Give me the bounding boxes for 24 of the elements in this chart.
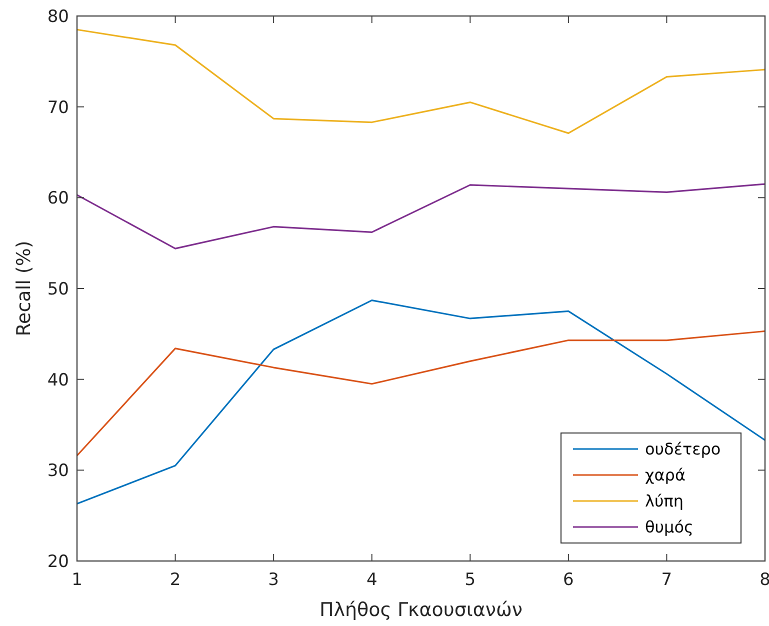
x-tick-label: 8 (760, 570, 769, 590)
y-tick-label: 40 (47, 370, 69, 390)
x-tick-label: 1 (72, 570, 82, 590)
legend-label: χαρά (645, 466, 686, 485)
y-tick-label: 20 (47, 552, 69, 572)
legend-label: θυμός (645, 518, 694, 537)
x-tick-label: 3 (268, 570, 279, 590)
y-tick-label: 60 (47, 188, 69, 209)
x-tick-label: 7 (661, 570, 672, 590)
line-series (76, 330, 766, 456)
y-tick-label: 30 (47, 461, 69, 482)
line-series (76, 183, 766, 250)
y-axis-title: Recall (%) (13, 240, 35, 336)
x-tick-label: 2 (170, 570, 181, 590)
x-tick-label: 4 (366, 570, 378, 590)
y-tick-label: 50 (47, 279, 69, 300)
y-tick-label: 70 (47, 98, 69, 118)
legend-label: λύπη (645, 492, 684, 511)
x-tick-label: 5 (464, 570, 476, 590)
line-series (76, 28, 766, 134)
x-tick-label: 6 (563, 570, 574, 590)
legend-label: ουδέτερο (645, 440, 721, 459)
x-axis-title: Πλήθος Γκαουσιανών (319, 599, 523, 621)
y-tick-label: 80 (47, 6, 69, 27)
